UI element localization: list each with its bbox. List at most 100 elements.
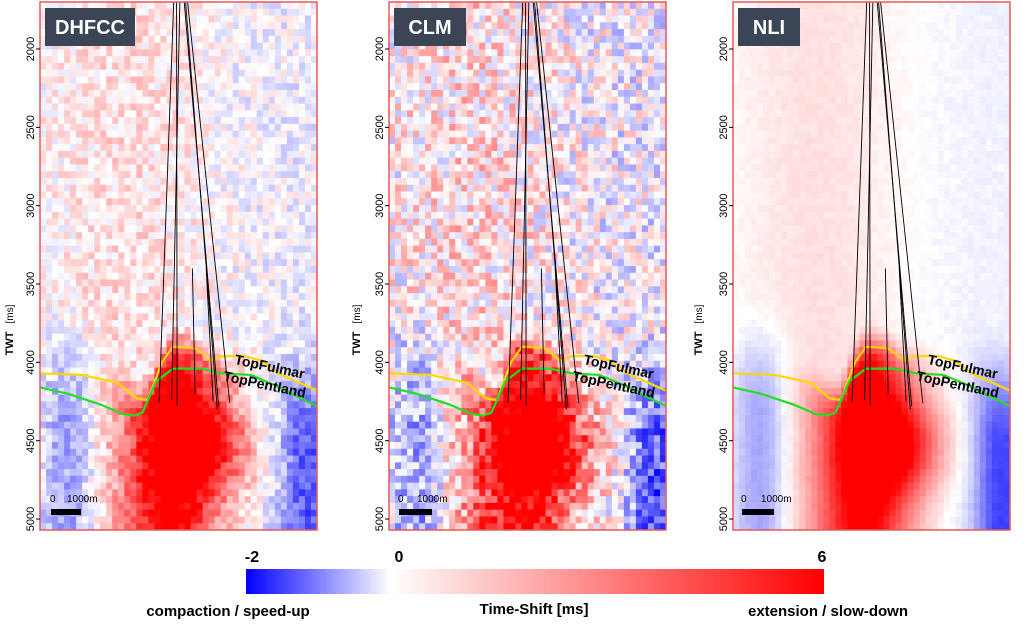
heatmap-cell [130, 361, 137, 368]
heatmap-cell [642, 70, 649, 77]
heatmap-cell [40, 151, 47, 158]
heatmap-cell [558, 192, 565, 199]
heatmap-cell [281, 16, 288, 23]
heatmap-cell [269, 422, 276, 429]
heatmap-cell [70, 137, 77, 144]
heatmap-cell [215, 9, 222, 16]
heatmap-cell [431, 198, 438, 205]
heatmap-cell [443, 49, 450, 56]
heatmap-cell [130, 259, 137, 266]
heatmap-cell [118, 104, 125, 111]
heatmap-cell [64, 307, 71, 314]
heatmap-cell [654, 9, 661, 16]
heatmap-cell [497, 97, 504, 104]
heatmap-cell [76, 476, 83, 483]
heatmap-cell [136, 374, 143, 381]
heatmap-cell [142, 428, 149, 435]
heatmap-cell [106, 340, 113, 347]
heatmap-cell [419, 70, 426, 77]
heatmap-cell [52, 361, 59, 368]
heatmap-cell [257, 347, 264, 354]
heatmap-cell [166, 469, 173, 476]
heatmap-cell [76, 151, 83, 158]
heatmap-cell [215, 151, 222, 158]
heatmap-cell [209, 510, 216, 517]
heatmap-cell [142, 320, 149, 327]
heatmap-cell [172, 361, 179, 368]
heatmap-cell [46, 144, 53, 151]
heatmap-cell [503, 22, 510, 29]
heatmap-cell [245, 476, 252, 483]
heatmap-cell [124, 273, 131, 280]
heatmap-cell [648, 124, 655, 131]
heatmap-cell [58, 144, 65, 151]
heatmap-cell [142, 280, 149, 287]
heatmap-cell [558, 117, 565, 124]
heatmap-cell [179, 503, 186, 510]
heatmap-cell [82, 198, 89, 205]
heatmap-cell [413, 90, 420, 97]
heatmap-cell [576, 198, 583, 205]
heatmap-cell [148, 361, 155, 368]
heatmap-cell [251, 456, 258, 463]
heatmap-cell [209, 70, 216, 77]
heatmap-cell [58, 476, 65, 483]
heatmap-cell [166, 401, 173, 408]
heatmap-cell [582, 43, 589, 50]
heatmap-cell [630, 70, 637, 77]
heatmap-cell [40, 516, 47, 523]
heatmap-cell [52, 225, 59, 232]
heatmap-cell [287, 239, 294, 246]
heatmap-cell [58, 280, 65, 287]
heatmap-cell [245, 415, 252, 422]
heatmap-cell [64, 273, 71, 280]
heatmap-cell [509, 131, 516, 138]
heatmap-cell [269, 259, 276, 266]
heatmap-cell [618, 110, 625, 117]
heatmap-cell [148, 476, 155, 483]
heatmap-cell [82, 368, 89, 375]
heatmap-cell [299, 320, 306, 327]
heatmap-cell [94, 110, 101, 117]
heatmap-cell [431, 110, 438, 117]
heatmap-cell [227, 144, 234, 151]
heatmap-cell [58, 313, 65, 320]
heatmap-cell [251, 124, 258, 131]
heatmap-cell [142, 246, 149, 253]
heatmap-cell [221, 131, 228, 138]
heatmap-cell [197, 104, 204, 111]
heatmap-cell [558, 131, 565, 138]
heatmap-cell [106, 462, 113, 469]
heatmap-cell [166, 449, 173, 456]
heatmap-cell [521, 49, 528, 56]
heatmap-cell [136, 462, 143, 469]
heatmap-cell [233, 510, 240, 517]
heatmap-cell [52, 381, 59, 388]
heatmap-cell [148, 22, 155, 29]
heatmap-cell [52, 252, 59, 259]
heatmap-cell [142, 456, 149, 463]
heatmap-cell [179, 293, 186, 300]
heatmap-cell [648, 43, 655, 50]
heatmap-cell [287, 307, 294, 314]
heatmap-cell [540, 198, 547, 205]
heatmap-cell [203, 415, 210, 422]
heatmap-cell [245, 22, 252, 29]
heatmap-cell [191, 273, 198, 280]
heatmap-cell [287, 246, 294, 253]
heatmap-cell [618, 164, 625, 171]
heatmap-cell [600, 97, 607, 104]
heatmap-cell [124, 313, 131, 320]
heatmap-cell [88, 408, 95, 415]
heatmap-cell [179, 158, 186, 165]
heatmap-cell [497, 43, 504, 50]
heatmap-cell [64, 401, 71, 408]
heatmap-cell [40, 137, 47, 144]
heatmap-cell [233, 212, 240, 219]
heatmap-cell [257, 280, 264, 287]
heatmap-cell [449, 90, 456, 97]
heatmap-cell [209, 476, 216, 483]
heatmap-cell [293, 151, 300, 158]
heatmap-cell [515, 22, 522, 29]
heatmap-cell [612, 158, 619, 165]
